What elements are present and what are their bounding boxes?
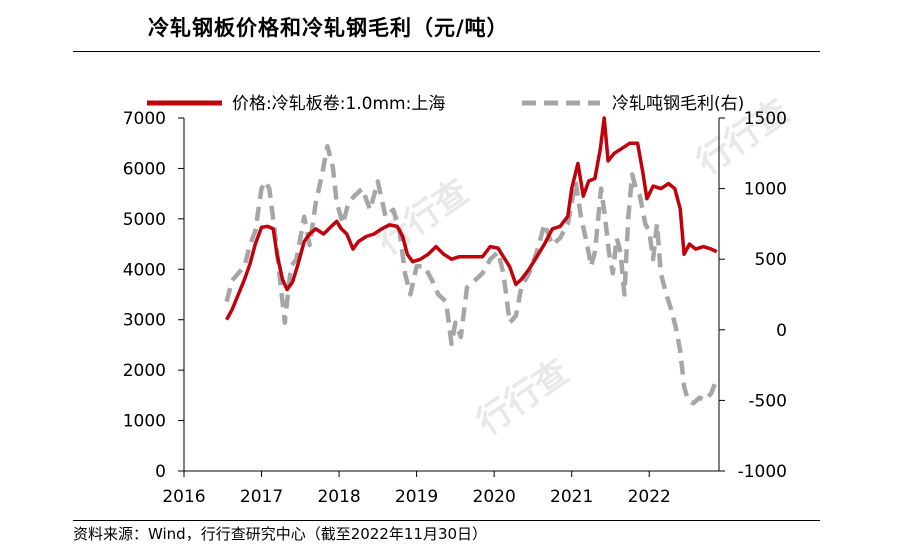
chart-area: 0 1000 2000 3000 4000 5000 6000 7000 -1000 -500 0 5… [123,94,787,507]
axes: 0 1000 2000 3000 4000 5000 6000 7000 -1000 -500 0 5… [123,109,787,507]
y-right-tick-label: -1000 [738,462,787,482]
source-note: 资料来源：Wind，行行查研究中心（截至2022年11月30日） [73,525,488,543]
x-tick-label: 2020 [473,487,516,507]
x-tick-label: 2022 [628,487,671,507]
y-left-tick-label: 3000 [123,311,166,331]
y-right-tick-label: 500 [755,250,787,270]
footer-divider [73,520,820,521]
legend-margin-label: 冷轧吨钢毛利(右) [612,94,744,114]
y-left-tick-label: 0 [155,462,166,482]
y-left-tick-label: 6000 [123,159,166,179]
legend-price-label: 价格:冷轧板卷:1.0mm:上海 [232,94,445,114]
y-left-tick-label: 7000 [123,109,166,129]
x-tick-label: 2017 [240,487,283,507]
y-right-tick-label: -500 [748,391,787,411]
y-right-tick-label: 1500 [744,109,787,129]
y-left-tick-label: 2000 [123,361,166,381]
chart-title: 冷轧钢板价格和冷轧钢毛利（元/吨） [148,16,509,40]
y-left-tick-label: 1000 [123,412,166,432]
legend: 价格:冷轧板卷:1.0mm:上海 冷轧吨钢毛利(右) [147,94,744,114]
y-right-tick-label: 1000 [744,180,787,200]
y-left-tick-label: 5000 [123,210,166,230]
x-tick-label: 2018 [317,487,360,507]
series-margin-line [224,143,719,406]
series-layer [224,116,719,406]
x-tick-label: 2016 [162,487,205,507]
x-tick-label: 2021 [550,487,593,507]
x-tick-label: 2019 [395,487,438,507]
y-left-tick-label: 4000 [123,260,166,280]
y-right-tick-label: 0 [776,321,787,341]
series-price-line [225,116,718,321]
title-divider [73,51,820,52]
